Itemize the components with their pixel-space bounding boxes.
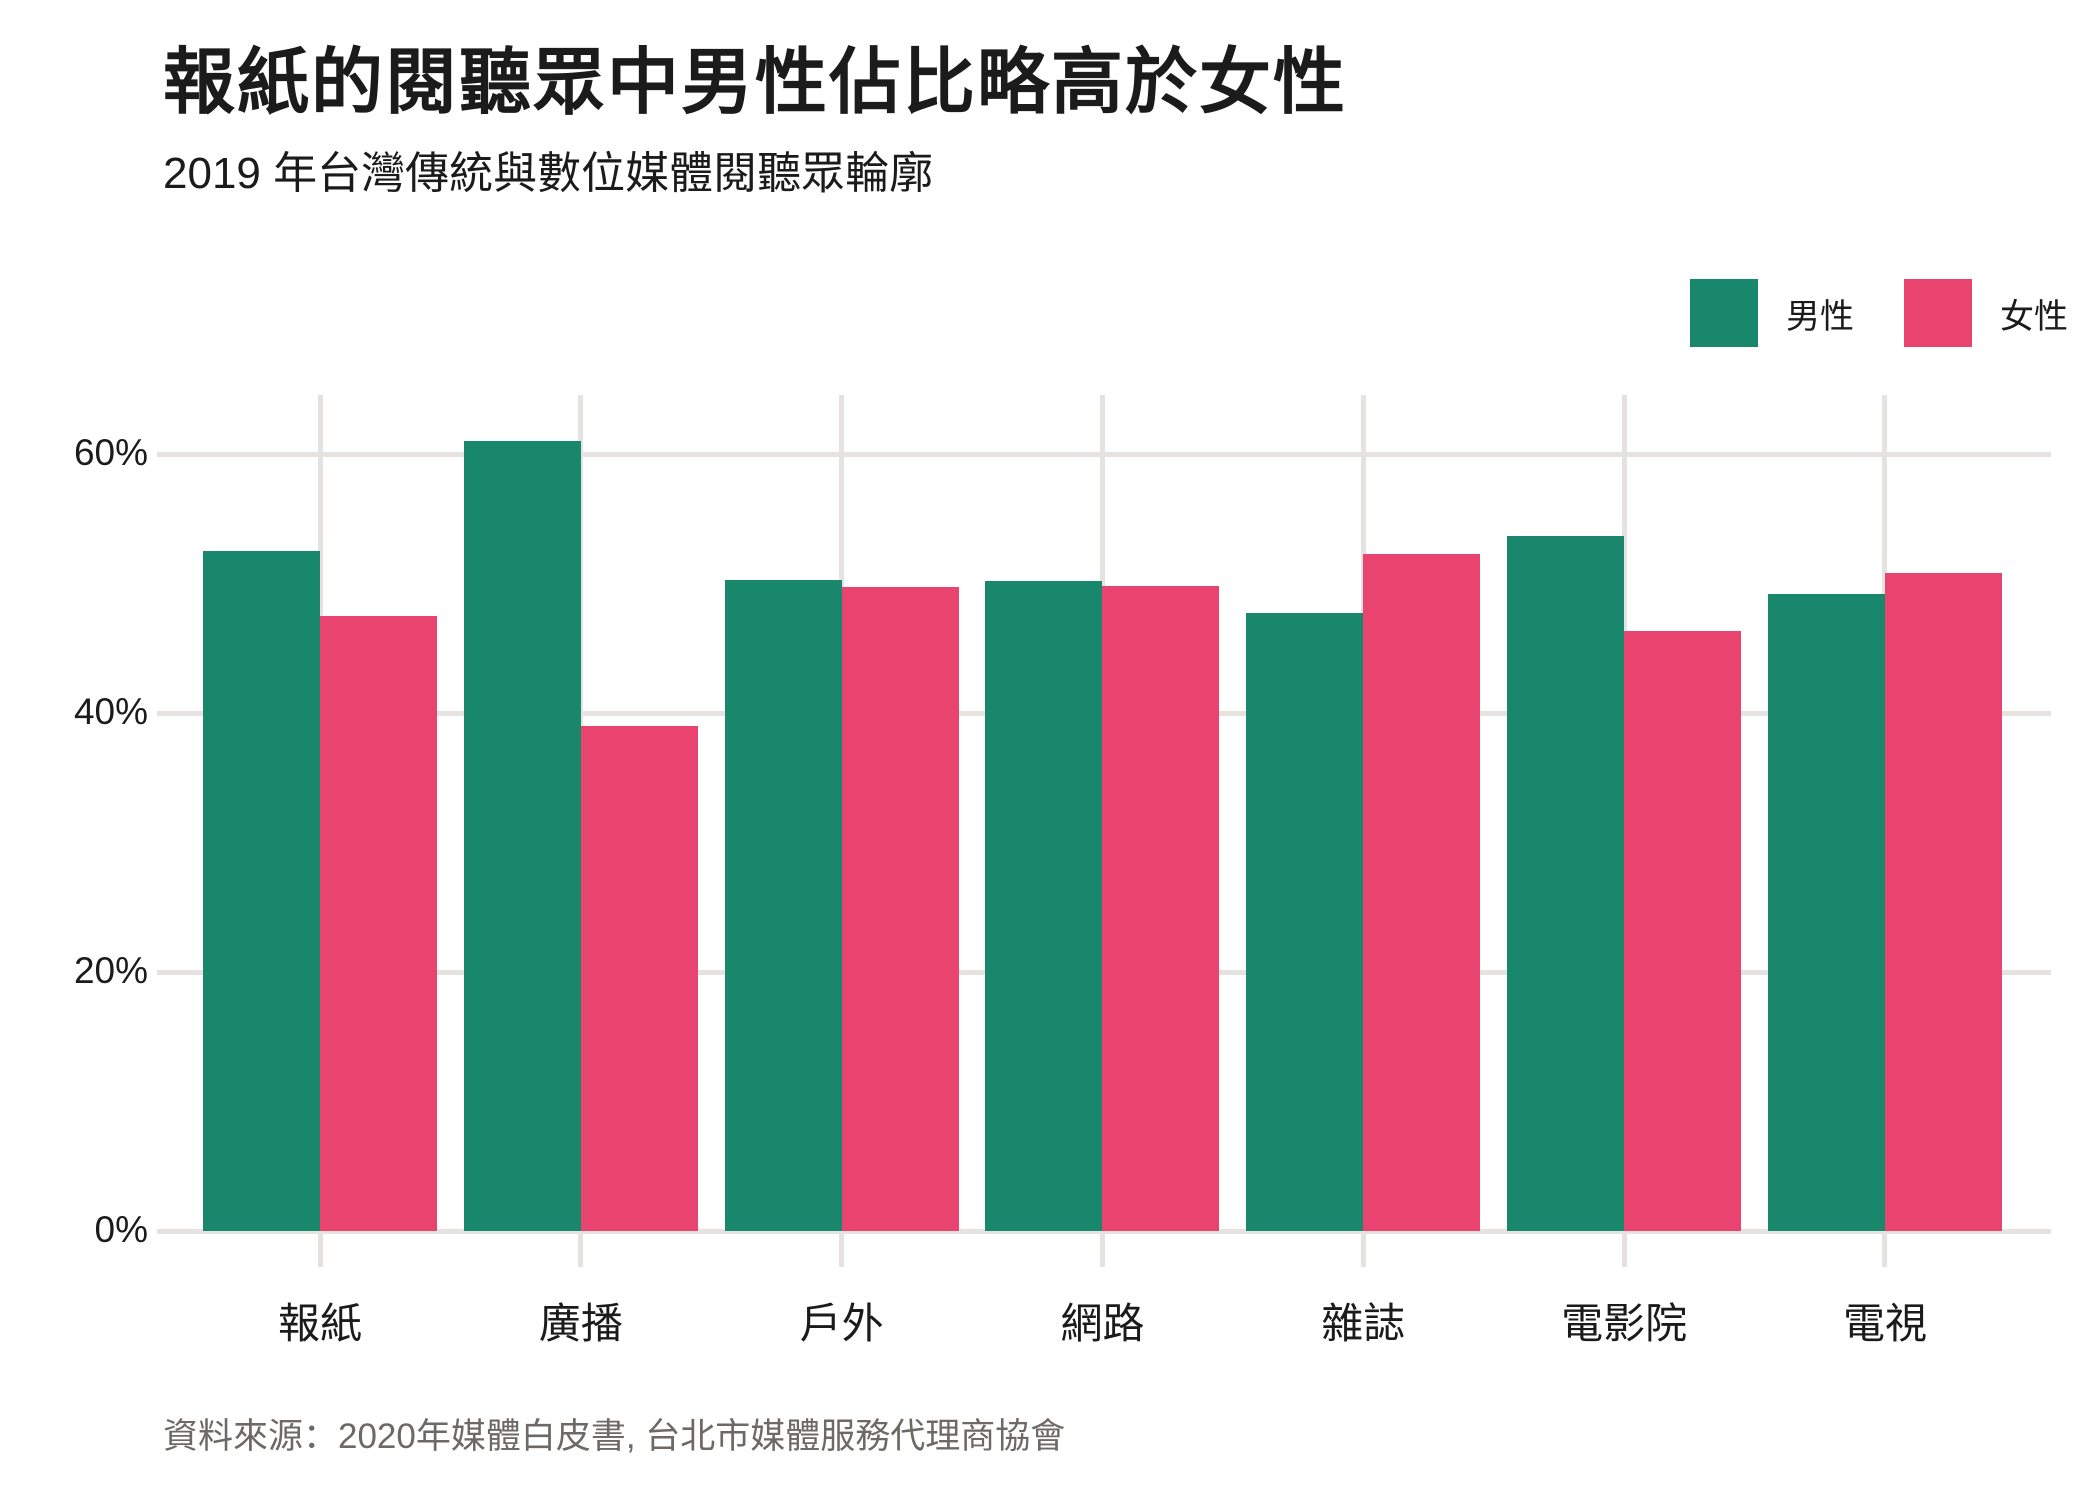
bar-female-1 (580, 725, 698, 1231)
bar-female-0 (320, 615, 437, 1231)
x-tick-label-1: 廣播 (538, 1300, 623, 1347)
x-tick-label-6: 電視 (1842, 1300, 1927, 1347)
x-tick-label-4: 雜誌 (1321, 1300, 1406, 1347)
bar-female-3 (1102, 586, 1220, 1231)
legend-label-male: 男性 (1786, 297, 1854, 336)
y-tick-label-60: 60% (73, 432, 148, 473)
y-tick-label-20: 20% (73, 950, 148, 991)
y-tick-label-40: 40% (73, 691, 148, 732)
x-tick-label-2: 戶外 (799, 1300, 884, 1347)
bar-male-1 (463, 441, 581, 1231)
bar-male-3 (985, 580, 1103, 1231)
bar-male-6 (1767, 593, 1885, 1231)
x-tick-label-0: 報紙 (277, 1300, 362, 1347)
bar-male-4 (1246, 613, 1364, 1231)
chart-subtitle: 2019 年台灣傳統與數位媒體閱聽眾輪廓 (163, 149, 934, 198)
bar-male-5 (1507, 535, 1625, 1231)
legend-label-female: 女性 (2000, 297, 2068, 336)
bar-female-6 (1884, 573, 2002, 1231)
bar-female-5 (1624, 631, 1742, 1231)
bar-female-2 (841, 587, 959, 1231)
legend-swatch-male (1690, 279, 1758, 347)
chart-title: 報紙的閱聽眾中男性佔比略高於女性 (163, 43, 1348, 123)
y-tick-label-0: 0% (94, 1209, 148, 1250)
source-note: 資料來源：2020年媒體白皮書, 台北市媒體服務代理商協會 (163, 1417, 1066, 1456)
x-tick-label-3: 網路 (1060, 1300, 1145, 1347)
x-tick-label-5: 電影院 (1561, 1300, 1688, 1347)
bar-male-2 (724, 579, 842, 1231)
bar-female-4 (1363, 553, 1481, 1231)
bar-male-0 (203, 551, 320, 1231)
legend-swatch-female (1904, 279, 1972, 347)
legend: 男性 女性 (1690, 279, 2100, 347)
